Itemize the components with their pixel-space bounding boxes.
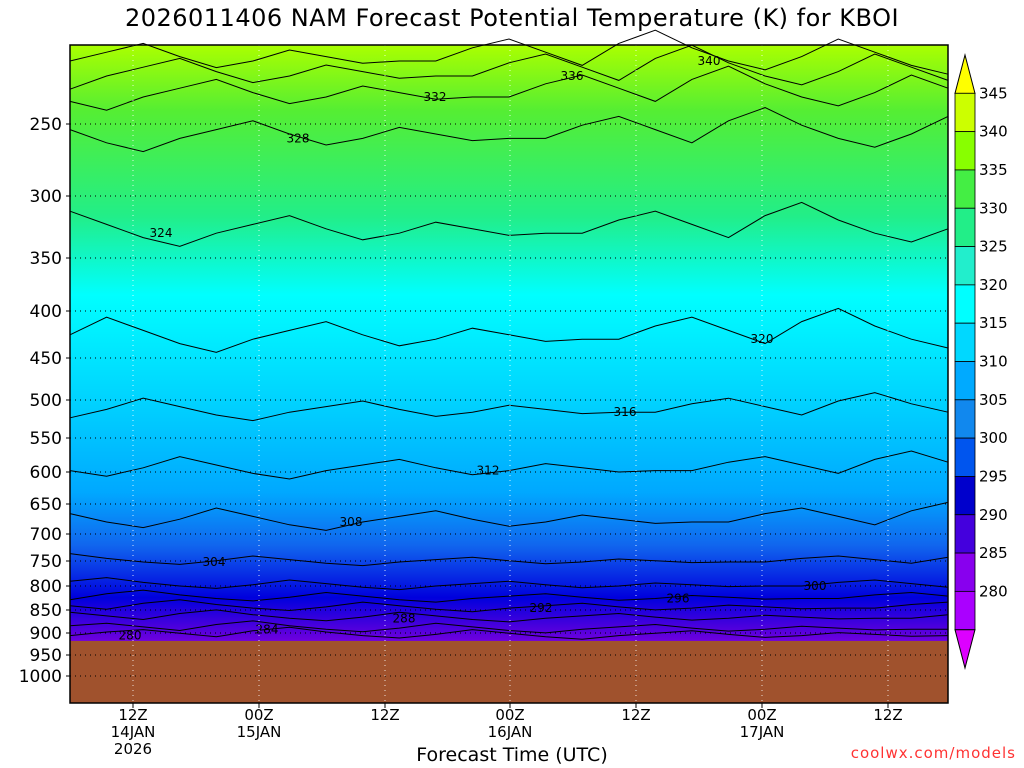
y-tick-label: 650 [30,495,62,515]
colorbar-label: 305 [979,391,1008,409]
colorbar-label: 290 [979,506,1008,524]
contour-label-320: 320 [751,332,774,346]
contour-line-296 [69,589,949,603]
x-tick-label: 2026 [114,740,152,758]
y-tick-label: 1000 [19,667,62,687]
colorbar-label: 325 [979,238,1008,256]
colorbar-label: 315 [979,314,1008,332]
contour-line-288 [69,609,949,623]
contour-label-308: 308 [340,515,363,529]
y-tick-label: 850 [30,601,62,621]
x-axis-title: Forecast Time (UTC) [416,744,608,766]
contour-label-332: 332 [424,90,447,104]
colorbar-label: 295 [979,467,1008,485]
contour-line-308 [69,501,949,531]
contour-line-340 [69,29,949,75]
y-tick-label: 450 [30,349,62,369]
contour-line-324 [69,201,949,247]
contour-label-288: 288 [393,611,416,625]
contour-label-336: 336 [561,69,584,83]
x-tick-label: 17JAN [740,723,785,741]
x-tick-label: 14JAN [111,723,156,741]
contour-line-284 [69,620,948,634]
contour-label-312: 312 [477,464,500,478]
x-tick-label: 00Z [747,706,776,724]
colorbar-label: 285 [979,544,1008,562]
contour-line-304 [69,553,949,567]
contour-line-292 [69,599,949,613]
contour-line-336 [69,44,949,90]
colorbar-label: 330 [979,199,1008,217]
y-tick-label: 700 [30,525,62,545]
x-tick-label: 12Z [621,706,650,724]
x-tick-label: 12Z [118,706,147,724]
colorbar-label: 320 [979,276,1008,294]
contour-line-316 [69,392,949,422]
x-tick-label: 16JAN [488,723,533,741]
colorbar-segment [954,437,976,477]
contour-label-340: 340 [698,54,721,68]
contour-label-280: 280 [119,629,142,643]
y-tick-label: 350 [30,249,62,269]
contour-line-328 [69,107,949,153]
plot-frame [69,44,949,704]
colorbar-top-triangle [954,53,976,94]
colorbar-label: 335 [979,161,1008,179]
contour-line-312 [69,450,949,480]
colorbar-segment [954,284,976,324]
colorbar-segment [954,476,976,516]
colorbar-label: 340 [979,123,1008,141]
y-tick-label: 900 [30,624,62,644]
x-tick-label: 00Z [495,706,524,724]
y-tick-label: 300 [30,187,62,207]
chart-title: 2026011406 NAM Forecast Potential Temper… [124,4,900,32]
y-tick-label: 800 [30,577,62,597]
colorbar-bottom-triangle [954,629,976,670]
colorbar-segment [954,514,976,554]
x-tick-label: 15JAN [237,723,282,741]
y-tick-label: 600 [30,463,62,483]
contour-label-292: 292 [530,601,553,615]
contour-label-324: 324 [150,226,173,240]
y-tick-label: 500 [30,391,62,411]
colorbar-segment [954,131,976,171]
colorbar-segment [954,207,976,247]
x-tick-label: 12Z [873,706,902,724]
contour-label-328: 328 [287,131,310,145]
contour-label-316: 316 [614,405,637,419]
contour-line-320 [69,307,949,353]
colorbar-segment [954,322,976,362]
colorbar-segment [954,552,976,592]
y-tick-label: 750 [30,552,62,572]
contour-line-300 [69,577,949,591]
colorbar-label: 280 [979,582,1008,600]
contour-label-296: 296 [667,591,690,605]
credit-link[interactable]: coolwx.com/models [850,744,1016,762]
x-tick-label: 00Z [244,706,273,724]
terrain-fill [70,640,948,703]
y-tick-label: 950 [30,646,62,666]
colorbar-label: 345 [979,84,1008,102]
contour-label-304: 304 [203,555,226,569]
colorbar-label: 300 [979,429,1008,447]
colorbar-segment [954,92,976,133]
colorbar-segment [954,246,976,286]
y-tick-label: 400 [30,302,62,322]
y-tick-label: 550 [30,429,62,449]
contour-label-284: 284 [256,622,279,636]
colorbar-segment [954,399,976,439]
contour-line-280 [69,626,949,640]
y-tick-label: 250 [30,115,62,135]
colorbar-segment [954,590,976,631]
colorbar-segment [954,169,976,209]
colorbar-label: 310 [979,353,1008,371]
contour-line-332 [69,65,949,111]
x-tick-label: 12Z [370,706,399,724]
theta-field-background [70,45,948,703]
colorbar-segment [954,361,976,401]
